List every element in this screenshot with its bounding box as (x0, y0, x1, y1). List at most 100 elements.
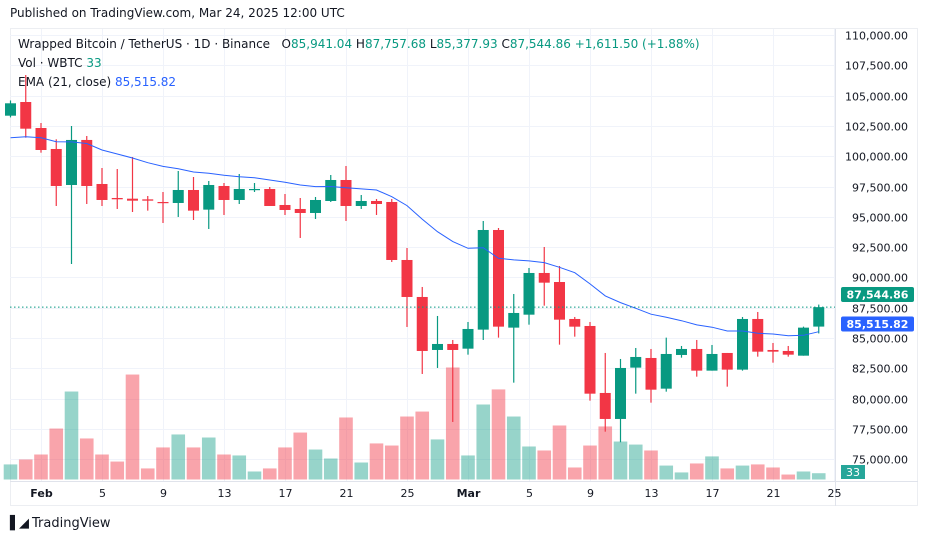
candle-body (493, 229, 504, 327)
volume-bar (217, 454, 231, 480)
volume-bar (278, 447, 292, 480)
volume-bar (750, 464, 765, 480)
volume-bar (293, 432, 308, 480)
candle-body (81, 139, 93, 186)
volume-bar (644, 450, 658, 480)
candle-body (691, 348, 703, 371)
candle-body (462, 328, 474, 349)
volume-bar (171, 434, 186, 480)
footer: ▌◢ TradingView (10, 516, 111, 531)
volume-bar (49, 428, 64, 480)
candle-body (386, 201, 398, 260)
candle-body (96, 183, 108, 200)
y-tick-label: 100,000.00 (845, 151, 908, 164)
candle-body (432, 343, 443, 350)
candle-body (142, 199, 154, 201)
axis-labels: 87,544.86 85,515.82 33 (841, 287, 914, 479)
candle-body (569, 318, 581, 327)
volume-bar (598, 426, 613, 480)
candle-body (66, 139, 77, 185)
y-tick-label: 90,000.00 (852, 272, 908, 285)
ema-line (10, 136, 835, 337)
candle-body (584, 325, 596, 394)
candle-body (203, 184, 215, 210)
open-label: O (281, 37, 291, 51)
y-tick-label: 75,000.00 (852, 454, 908, 467)
ema-polyline (10, 136, 819, 337)
x-tick-label: 21 (340, 487, 354, 500)
x-tick-label: 5 (526, 487, 533, 500)
volume-bar (689, 463, 704, 480)
y-tick-label: 107,500.00 (845, 60, 908, 73)
candle-body (355, 200, 367, 206)
candle-body (767, 349, 779, 352)
candle-body (294, 208, 306, 213)
y-tick-label: 80,000.00 (852, 394, 908, 407)
volume-bar (613, 441, 628, 480)
volume-bars (3, 367, 826, 480)
volume-bar (400, 416, 414, 480)
volume-value: 33 (86, 56, 102, 70)
legend: Wrapped Bitcoin / TetherUS · 1D · Binanc… (18, 35, 700, 92)
chart-frame (10, 28, 918, 506)
candle-body (233, 188, 245, 200)
ema-price-label: 85,515.82 (847, 318, 909, 331)
candle-body (782, 350, 794, 355)
candle-body (249, 188, 260, 191)
candle-body (264, 188, 276, 206)
x-tick-label: 5 (99, 487, 106, 500)
close-label: C (501, 37, 510, 51)
tradingview-logo-text: TradingView (32, 516, 111, 531)
volume-bar (156, 447, 170, 480)
candle-body (737, 318, 748, 370)
grid (10, 29, 918, 506)
volume-bar (445, 367, 460, 480)
legend-volume-row: Vol · WBTC 33 (18, 54, 700, 73)
x-tick-label: 21 (767, 487, 781, 500)
x-tick-label: 13 (218, 487, 232, 500)
volume-bar (3, 464, 18, 480)
ema-label[interactable]: EMA (21, close) (18, 75, 112, 89)
volume-bar (506, 416, 521, 480)
y-tick-label: 102,500.00 (845, 121, 908, 134)
x-tick-label: Mar (457, 487, 481, 500)
volume-label-box (841, 465, 865, 479)
y-tick-label: 97,500.00 (852, 182, 908, 195)
volume-bar (140, 468, 155, 480)
volume-bar (811, 473, 826, 480)
candle-body (127, 198, 138, 201)
candle-body (554, 282, 565, 320)
candle-body (401, 259, 413, 297)
volume-bar (247, 471, 262, 480)
y-tick-label: 95,000.00 (852, 212, 908, 225)
candle-body (508, 312, 520, 328)
volume-axis-label: 33 (846, 466, 860, 479)
volume-bar (232, 455, 247, 480)
volume-bar (18, 459, 33, 480)
volume-bar (552, 425, 567, 480)
ema-value: 85,515.82 (114, 75, 177, 89)
candle-body (416, 296, 428, 351)
candle-body (660, 353, 672, 389)
candle-body (798, 327, 809, 356)
published-caption: Published on TradingView.com, Mar 24, 20… (10, 6, 345, 20)
candle-body (172, 189, 184, 203)
candle-body (813, 307, 825, 327)
volume-label[interactable]: Vol · WBTC (18, 56, 83, 70)
volume-bar (720, 468, 735, 480)
volume-bar (339, 417, 353, 480)
x-tick-label: 13 (645, 487, 659, 500)
volume-bar (476, 404, 491, 480)
candle-body (447, 343, 459, 350)
symbol-title[interactable]: Wrapped Bitcoin / TetherUS · 1D · Binanc… (18, 37, 271, 51)
volume-bar (491, 389, 506, 480)
volume-bar (537, 450, 552, 480)
candle-body (35, 127, 47, 150)
volume-bar (522, 446, 536, 480)
volume-bar (79, 438, 94, 480)
volume-bar (430, 439, 445, 480)
close-value: 87,544.86 (509, 37, 571, 51)
x-tick-label: 25 (828, 487, 842, 500)
volume-bar (628, 444, 643, 480)
